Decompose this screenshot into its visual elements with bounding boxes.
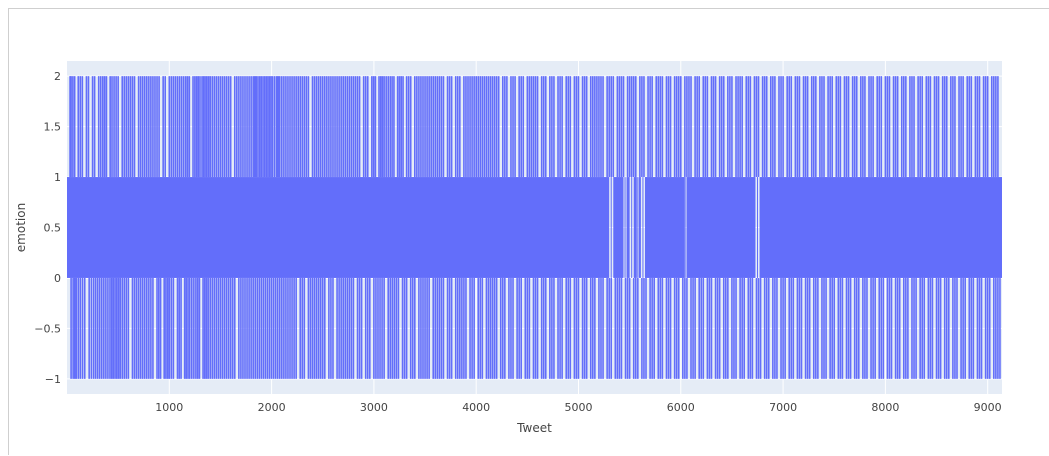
- y-tick-label: −1: [45, 373, 61, 386]
- x-tick-label: 5000: [564, 401, 592, 414]
- y-tick-label: 1: [54, 171, 61, 184]
- series-emotion: [67, 76, 1002, 379]
- series-band-segment: [644, 177, 685, 278]
- x-tick-label: 3000: [360, 401, 388, 414]
- emotion-line-chart: 1000 2000 3000 4000 5000 6000 7000 8000 9000 −1−…: [14, 61, 1002, 435]
- x-tick-label: 8000: [871, 401, 899, 414]
- y-tick-label: 0.5: [44, 222, 62, 235]
- x-tick-label: 1000: [155, 401, 183, 414]
- x-tick-label: 4000: [462, 401, 490, 414]
- x-tick-label: 6000: [667, 401, 695, 414]
- y-tick-label: 2: [54, 70, 61, 83]
- x-tick-label: 2000: [258, 401, 286, 414]
- x-tick-label: 7000: [769, 401, 797, 414]
- x-axis-title: Tweet: [516, 421, 552, 435]
- x-axis-ticks: 1000 2000 3000 4000 5000 6000 7000 8000 9000: [155, 401, 1001, 414]
- y-tick-label: 0: [54, 272, 61, 285]
- y-tick-label: −0.5: [34, 322, 61, 335]
- series-band-segment: [638, 177, 641, 278]
- y-tick-label: 1.5: [44, 121, 62, 134]
- series-band-segment: [759, 177, 1002, 278]
- y-axis-title: emotion: [14, 203, 28, 252]
- chart-frame: 1000 2000 3000 4000 5000 6000 7000 8000 9000 −1−…: [8, 8, 1049, 455]
- y-axis-ticks: −1 −0.5 0 0.5 1 1.5 2: [34, 70, 61, 386]
- series-band-segment: [686, 177, 756, 278]
- series-band-segment: [633, 177, 637, 278]
- series-band-segment: [67, 177, 610, 278]
- x-tick-label: 9000: [974, 401, 1002, 414]
- series-band-segment: [626, 177, 630, 278]
- series-band-segment: [613, 177, 624, 278]
